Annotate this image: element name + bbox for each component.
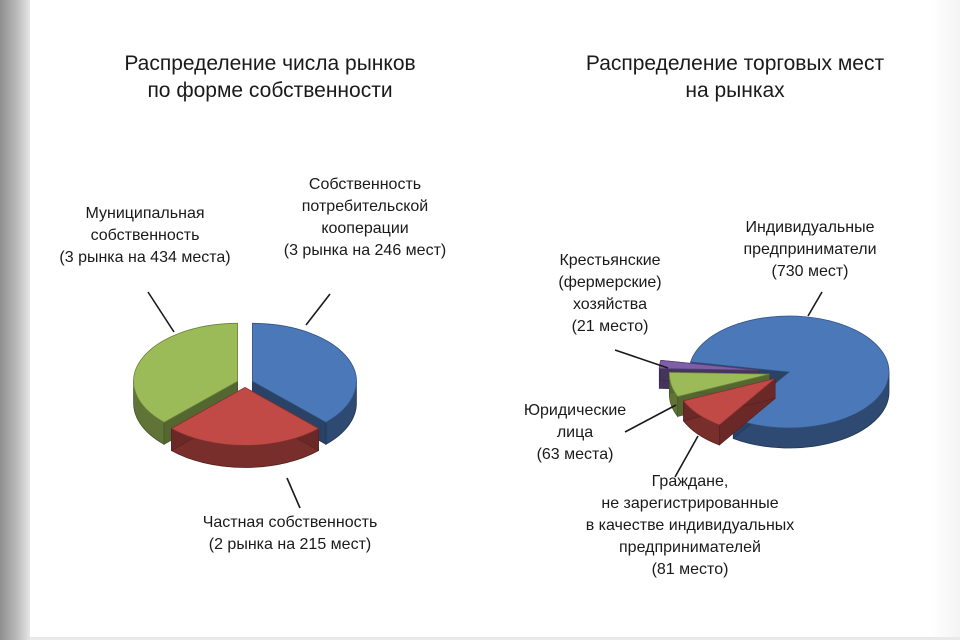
leader-line-municipal [147, 291, 175, 333]
leader-line-farms [614, 349, 669, 369]
left-edge-bar [0, 0, 30, 640]
slice-label-citizens: Граждане, не зарегистрированные в качест… [585, 473, 795, 578]
leader-lines [147, 291, 823, 509]
chart-title-trading-places: Распределение торговых мест на рынках [585, 52, 885, 102]
leader-line-legal [624, 404, 677, 433]
chart-title-markets: Распределение числа рынков по форме собс… [124, 52, 416, 102]
right-edge-fade [930, 0, 960, 640]
slice-label-farms: Крестьянские (фермерские) хозяйства (21 … [558, 252, 662, 335]
leader-line-private [286, 477, 301, 509]
pie-slice-top [682, 378, 776, 426]
slice-label-municipal: Муниципальная собственность (3 рынка на … [59, 205, 231, 266]
slice-label-cooperative: Собственность потребительской кооперации… [283, 176, 447, 259]
pie-slice-top [669, 371, 770, 397]
leader-line-citizens [674, 435, 699, 478]
slice-label-legal-entities: Юридические лица (63 места) [523, 402, 627, 463]
slice-label-entrepreneurs: Индивидуальные предприниматели (730 мест… [743, 219, 877, 280]
pie-slice-top [690, 315, 890, 429]
slice-label-private: Частная собственность (2 рынка на 215 ме… [202, 514, 378, 553]
leader-line-cooperative [305, 293, 331, 326]
pie-slice-частная-собственность [170, 386, 320, 468]
bottom-edge-line [30, 637, 960, 640]
pie-slice-top [170, 387, 320, 446]
pie-slice-граждане [682, 377, 776, 446]
pie-slice-top [251, 322, 357, 423]
pie-slice-top [133, 322, 239, 423]
pie-chart-trading-places [658, 315, 890, 449]
pie-chart-markets [133, 322, 357, 468]
leader-line-entrepreneurs [807, 291, 823, 317]
